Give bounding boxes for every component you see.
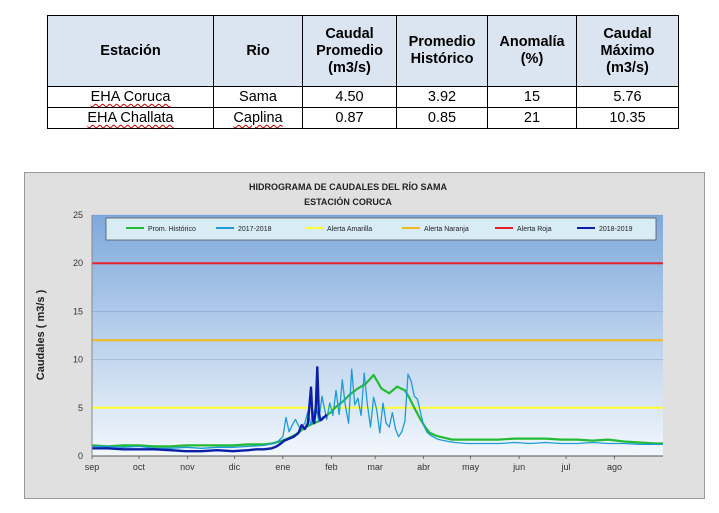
stations-table: Estación Rio Caudal Promedio (m3/s) Prom… [47, 15, 679, 129]
series-group [91, 262, 663, 453]
legend-label: Alerta Naranja [424, 226, 469, 233]
x-tick-label: ago [607, 462, 622, 472]
cell-anomalia: 21 [487, 107, 577, 129]
table-header-row: Estación Rio Caudal Promedio (m3/s) Prom… [47, 15, 679, 87]
x-tick-label: ene [275, 462, 290, 472]
legend-label: 2017-2018 [238, 226, 272, 233]
x-tick-labels: sep oct nov dic ene feb mar abr may jun jul ago [85, 456, 622, 472]
cell-caudal-promedio: 0.87 [302, 107, 397, 129]
series-line-hist [91, 373, 663, 448]
y-tick-label: 5 [78, 403, 83, 413]
x-tick-label: feb [325, 462, 338, 472]
y-axis-label: Caudales ( m3/s ) [35, 289, 47, 380]
legend-box [105, 217, 657, 241]
y-tick-label: 15 [73, 306, 83, 316]
header-caudal-promedio: Caudal Promedio (m3/s) [302, 15, 397, 87]
x-tick-label: may [462, 462, 480, 472]
x-tick-label: mar [367, 462, 383, 472]
y-tick-labels: 0 5 10 15 20 25 [73, 210, 83, 461]
cell-caudal-maximo: 10.35 [576, 107, 679, 129]
y-tick-label: 0 [78, 451, 83, 461]
x-tick-label: nov [180, 462, 195, 472]
header-estacion: Estación [47, 15, 214, 87]
cell-station: EHA Coruca [47, 86, 214, 108]
cell-promedio-historico: 3.92 [396, 86, 488, 108]
series-line-s1819 [92, 366, 328, 453]
table-row: EHA Coruca Sama 4.50 3.92 15 5.76 [47, 86, 679, 108]
cell-river: Sama [213, 86, 303, 108]
chart-subtitle: ESTACIÓN CORUCA [304, 196, 392, 207]
x-tick-label: abr [417, 462, 430, 472]
cell-station: EHA Challata [47, 107, 214, 129]
header-promedio-historico: Promedio Histórico [396, 15, 488, 87]
legend-label: Prom. Histórico [148, 226, 196, 233]
y-tick-label: 25 [73, 210, 83, 220]
legend: Prom. Histórico 2017-2018 Alerta Amarilla A… [126, 226, 633, 233]
x-tick-label: oct [133, 462, 146, 472]
legend-label: Alerta Amarilla [327, 226, 372, 233]
legend-label: Alerta Roja [517, 226, 552, 233]
x-tick-label: sep [85, 462, 100, 472]
x-tick-label: dic [229, 462, 241, 472]
legend-label: 2018-2019 [599, 226, 633, 233]
cell-river: Caplina [213, 107, 303, 129]
table-row: EHA Challata Caplina 0.87 0.85 21 10.35 [47, 107, 679, 129]
x-tick-label: jul [561, 462, 571, 472]
series-line-s1718 [92, 368, 663, 449]
header-caudal-maximo: Caudal Máximo (m3/s) [576, 15, 679, 87]
y-tick-label: 10 [73, 355, 83, 365]
x-tick-label: jun [512, 462, 525, 472]
chart-title: HIDROGRAMA DE CAUDALES DEL RÍO SAMA [249, 182, 448, 192]
y-tick-label: 20 [73, 258, 83, 268]
